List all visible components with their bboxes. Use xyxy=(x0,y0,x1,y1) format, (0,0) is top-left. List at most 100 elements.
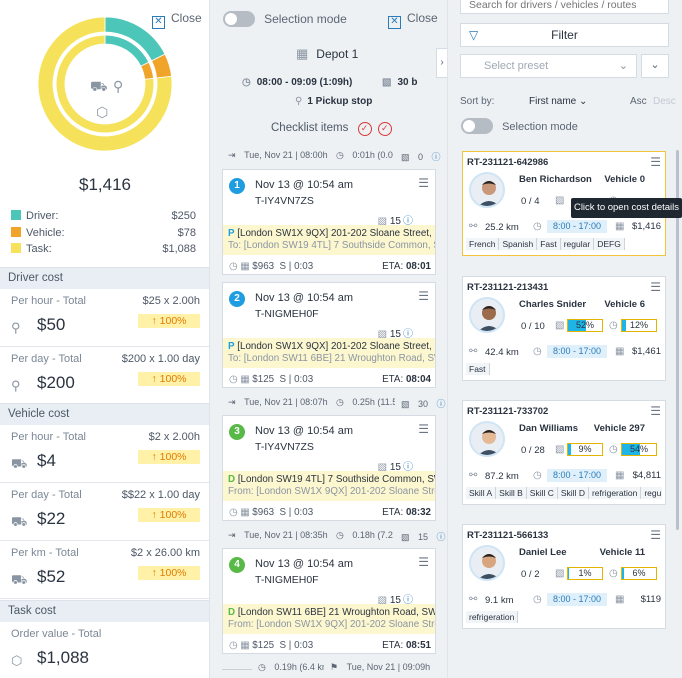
working-hours: 8:00 - 17:00 xyxy=(547,469,607,482)
route-id: RT-231121-566133 xyxy=(467,530,549,541)
package-icon: ▧ xyxy=(555,320,565,331)
money-icon: ▦ xyxy=(240,640,250,651)
check-circle-icon: ✓ xyxy=(357,122,372,136)
distance: 42.4 km xyxy=(485,347,519,358)
checklist-items[interactable]: Checklist items ✓ ✓ xyxy=(271,122,392,136)
toggle-switch[interactable] xyxy=(461,118,493,134)
address: [London SW1X 9QX] 201-202 Sloane Street,… xyxy=(237,341,435,352)
task-cost-section: Task cost Order value - Total ⬡ $1,088 xyxy=(0,600,209,678)
stop-number: 3 xyxy=(229,424,245,440)
pickup-count: ⚲ 1 Pickup stop xyxy=(295,96,373,107)
box-icon: ⬡ xyxy=(96,105,108,121)
stop-card[interactable]: 2 Nov 13 @ 10:54 am ☰ T-NIGMEH0F ▧ 15 ⓘ P [Lon… xyxy=(222,282,436,388)
stop-card[interactable]: 1 Nov 13 @ 10:54 am ☰ T-IY4VN7ZS ▧ 15 ⓘ P [Lon… xyxy=(222,169,436,275)
money-icon[interactable]: ▦ xyxy=(615,346,625,357)
sort-field-select[interactable]: First name ⌄ xyxy=(529,96,588,107)
money-icon[interactable]: ▦ xyxy=(615,594,625,605)
skill-tags: French Spanish Fast regular DEFG xyxy=(466,238,662,251)
chevron-down-icon: ⌄ xyxy=(650,59,660,71)
address-block: P [London SW1X 9QX] 201-202 Sloane Stree… xyxy=(223,225,435,255)
stop-card[interactable]: 4 Nov 13 @ 10:54 am ☰ T-NIGMEH0F ▧ 15 ⓘ D [Lon… xyxy=(222,548,436,654)
menu-icon[interactable]: ☰ xyxy=(650,155,661,169)
task-slice xyxy=(38,17,172,151)
cost-row: Per day - Total $$22 x 1.00 day ⛟ $22 ↑ 100% xyxy=(0,483,209,541)
vehicle-card[interactable]: RT-231121-733702 ☰ Dan Williams Vehicle 297… xyxy=(462,400,666,505)
capacity-bar: 52% xyxy=(567,319,603,332)
clock-icon: ◷ xyxy=(609,444,618,455)
cost-amount: $1,088 xyxy=(37,648,89,667)
stop-footer: ◷ ▦ $963 S | 0:03 ETA: 08:32 xyxy=(229,507,431,518)
package-icon: ▧ xyxy=(382,77,392,88)
arrow-icon: ⇥ xyxy=(225,530,239,540)
preset-dropdown-button[interactable]: ⌄ xyxy=(641,54,669,78)
sort-desc[interactable]: Desc xyxy=(653,96,676,107)
vehicle-card[interactable]: RT-231121-213431 ☰ Charles Snider Vehicle 6… xyxy=(462,276,666,381)
toggle-switch[interactable] xyxy=(223,11,255,27)
route-cost[interactable]: $119 xyxy=(640,594,661,605)
section-title: Vehicle cost xyxy=(0,403,209,425)
menu-icon[interactable]: ☰ xyxy=(650,404,661,418)
cost-formula: $2 x 26.00 km xyxy=(130,547,200,559)
capacity-bar: 1% xyxy=(567,567,603,580)
donut-center xyxy=(66,45,144,123)
sort-asc[interactable]: Asc xyxy=(630,96,647,107)
cost-amount: $50 xyxy=(37,315,66,334)
driver-name: Charles Snider xyxy=(519,299,587,310)
scrollbar[interactable] xyxy=(676,150,679,530)
eta: ETA: 08:01 xyxy=(382,261,431,272)
menu-icon[interactable]: ☰ xyxy=(418,289,429,303)
service-time: S | 0:03 xyxy=(279,261,314,272)
money-icon: ▦ xyxy=(240,261,250,272)
stop-footer: ◷ ▦ $125 S | 0:03 ETA: 08:51 xyxy=(229,640,431,651)
skill-tag: DEFG xyxy=(594,238,625,250)
route-cost[interactable]: $1,416 xyxy=(631,221,661,232)
stop-footer: ◷ ▦ $963 S | 0:03 ETA: 08:01 xyxy=(229,261,431,272)
vehicle-card[interactable]: RT-231121-566133 ☰ Daniel Lee Vehicle 11 0 /… xyxy=(462,524,666,629)
collapse-arrow-icon[interactable]: › xyxy=(436,48,447,78)
menu-icon[interactable]: ☰ xyxy=(418,176,429,190)
quantity: ▧ 15 ⓘ xyxy=(377,462,413,473)
price: $963 xyxy=(252,261,275,272)
menu-icon[interactable]: ☰ xyxy=(418,422,429,436)
clock-icon: ◷ xyxy=(255,662,269,672)
skill-tags: refrigeration xyxy=(466,611,662,624)
package-icon: ▧ xyxy=(555,568,565,579)
cost-label: Per km - Total xyxy=(11,547,79,559)
skill-tag: Fast xyxy=(537,238,561,250)
service-time: S | 0:03 xyxy=(279,640,314,651)
menu-icon[interactable]: ☰ xyxy=(418,555,429,569)
filter-button[interactable]: ▽ Filter xyxy=(460,23,669,47)
close-button[interactable]: ✕ Close xyxy=(152,11,202,29)
route-cost[interactable]: $1,461 xyxy=(631,346,661,357)
route-cost[interactable]: $4,811 xyxy=(632,470,661,481)
section-title: Task cost xyxy=(0,600,209,622)
search-input[interactable] xyxy=(460,0,669,14)
clock-icon: ◷ xyxy=(333,150,347,160)
legend-value: $78 xyxy=(177,227,196,239)
percent-badge: ↑ 100% xyxy=(138,314,200,328)
preset-select[interactable]: Select preset ⌄ xyxy=(460,54,637,78)
secondary-address: To: [London SW19 4TL] 7 Southside Common… xyxy=(228,240,435,251)
money-icon[interactable]: ▦ xyxy=(615,470,625,481)
driver-name: Dan Williams xyxy=(519,423,579,434)
working-hours: 8:00 - 17:00 xyxy=(547,345,607,358)
package-icon: ▧ xyxy=(555,195,565,206)
clock-icon: ◷ xyxy=(533,594,542,605)
selection-mode-toggle[interactable]: Selection mode xyxy=(461,118,578,134)
time-bar: 12% xyxy=(621,319,657,332)
menu-icon[interactable]: ☰ xyxy=(650,280,661,294)
chevron-down-icon: ⌄ xyxy=(618,60,628,72)
cost-row: Per km - Total $2 x 26.00 km ⛟ $52 ↑ 100% xyxy=(0,541,209,599)
menu-icon[interactable]: ☰ xyxy=(650,528,661,542)
package-icon: ▧ xyxy=(398,532,413,542)
selection-mode-toggle[interactable]: Selection mode xyxy=(223,11,347,27)
box-icon: ⬡ xyxy=(11,653,23,668)
money-icon[interactable]: ▦ xyxy=(615,221,625,232)
stop-card[interactable]: 3 Nov 13 @ 10:54 am ☰ T-IY4VN7ZS ▧ 15 ⓘ D [Lon… xyxy=(222,415,436,521)
vehicle-name: Vehicle 6 xyxy=(604,299,645,310)
section-title: Driver cost xyxy=(0,267,209,289)
stop-number: 4 xyxy=(229,557,245,573)
legend-item: Vehicle: $78 xyxy=(11,227,196,239)
close-button[interactable]: ✕ Close xyxy=(388,11,438,29)
legend-value: $250 xyxy=(171,210,196,222)
